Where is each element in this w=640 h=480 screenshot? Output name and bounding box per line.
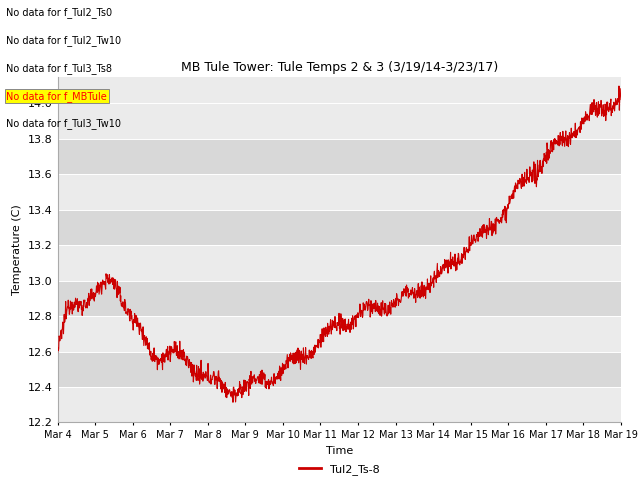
Bar xyxy=(58,139,621,174)
Bar xyxy=(58,387,621,422)
Text: No data for f_Tul3_Tw10: No data for f_Tul3_Tw10 xyxy=(6,119,122,130)
Legend: Tul2_Ts-8: Tul2_Ts-8 xyxy=(294,459,384,479)
Y-axis label: Temperature (C): Temperature (C) xyxy=(12,204,22,295)
X-axis label: Time: Time xyxy=(326,445,353,456)
Bar xyxy=(58,77,621,103)
Bar xyxy=(58,103,621,139)
Text: No data for f_Tul2_Ts0: No data for f_Tul2_Ts0 xyxy=(6,7,113,18)
Bar xyxy=(58,245,621,281)
Bar xyxy=(58,316,621,351)
Bar xyxy=(58,210,621,245)
Text: No data for f_Tul3_Ts8: No data for f_Tul3_Ts8 xyxy=(6,63,113,74)
Bar xyxy=(58,174,621,210)
Title: MB Tule Tower: Tule Temps 2 & 3 (3/19/14-3/23/17): MB Tule Tower: Tule Temps 2 & 3 (3/19/14… xyxy=(180,61,498,74)
Text: No data for f_Tul2_Tw10: No data for f_Tul2_Tw10 xyxy=(6,35,122,46)
Bar xyxy=(58,281,621,316)
Text: No data for f_MBTule: No data for f_MBTule xyxy=(6,91,107,102)
Bar xyxy=(58,351,621,387)
